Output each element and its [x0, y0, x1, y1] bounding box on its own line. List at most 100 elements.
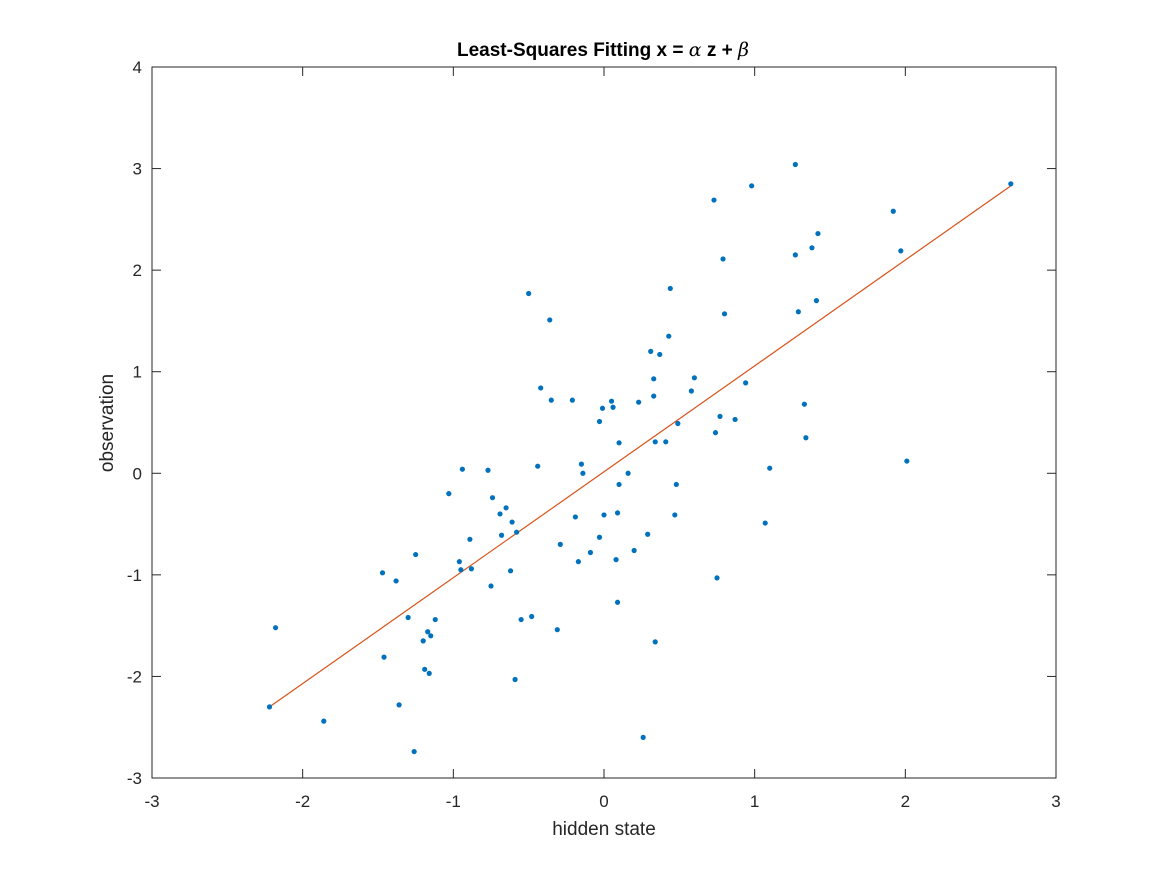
data-point — [575, 559, 581, 565]
data-point — [535, 463, 541, 469]
y-tick-label: 0 — [133, 464, 142, 483]
data-point — [813, 298, 820, 304]
data-point — [596, 534, 603, 540]
y-tick-label: 1 — [133, 363, 142, 382]
data-point — [458, 567, 464, 573]
data-point — [554, 627, 560, 633]
data-point — [509, 519, 515, 525]
data-point — [393, 578, 399, 584]
data-point — [379, 570, 386, 576]
data-point — [381, 654, 387, 660]
y-tick-label: -3 — [127, 769, 142, 788]
data-point — [712, 430, 719, 436]
data-point — [732, 416, 738, 423]
data-point — [569, 397, 575, 403]
data-point — [413, 551, 419, 558]
y-tick-label: 3 — [133, 160, 142, 179]
data-point — [795, 309, 801, 315]
data-point — [489, 495, 496, 501]
fit-line — [269, 185, 1012, 708]
data-point — [485, 467, 491, 473]
data-point — [640, 734, 646, 740]
axis-tick-labels: -3 -2 -1 0 1 2 3 -3 -2 -1 0 1 2 3 4 — [127, 58, 1061, 811]
data-point — [801, 401, 807, 407]
data-point — [657, 351, 663, 358]
data-point — [651, 376, 657, 382]
data-point — [266, 704, 273, 710]
data-point — [631, 547, 637, 554]
data-point — [688, 388, 694, 394]
data-point — [411, 748, 417, 755]
x-tick-label: 3 — [1051, 792, 1060, 811]
x-tick-label: 1 — [750, 792, 759, 811]
x-tick-label: -1 — [446, 792, 461, 811]
data-point — [890, 208, 896, 214]
data-point — [613, 557, 619, 563]
data-point — [762, 520, 768, 526]
data-point — [648, 348, 654, 354]
data-point — [547, 317, 553, 323]
chart-title: Least-Squares Fitting x = α z + β — [457, 39, 749, 61]
data-point — [596, 418, 603, 425]
data-point — [767, 465, 773, 471]
data-point — [426, 670, 432, 676]
y-tick-label: 4 — [133, 58, 142, 77]
x-tick-label: 2 — [901, 792, 910, 811]
data-point — [578, 461, 585, 467]
data-point — [512, 676, 518, 683]
data-point — [321, 718, 327, 724]
data-point — [468, 566, 475, 572]
fit-line-group — [269, 185, 1012, 708]
data-point — [488, 583, 494, 589]
data-point — [675, 420, 681, 427]
x-tick-label: 0 — [599, 792, 608, 811]
data-point — [714, 575, 720, 581]
data-point — [663, 439, 669, 445]
data-point — [514, 529, 520, 535]
data-point — [749, 183, 755, 189]
data-points — [266, 161, 1014, 755]
data-point — [904, 458, 910, 464]
data-point — [405, 614, 411, 621]
plot-frame — [151, 66, 1057, 779]
data-point — [792, 252, 798, 258]
data-point — [538, 385, 544, 391]
data-point — [717, 413, 723, 420]
data-point — [548, 397, 554, 403]
data-point — [467, 536, 473, 542]
data-point — [529, 613, 535, 620]
x-axis-label: hidden state — [552, 819, 656, 840]
data-point — [557, 541, 563, 547]
data-point — [691, 375, 698, 381]
data-point — [599, 405, 606, 411]
data-point — [614, 599, 621, 605]
data-point — [587, 549, 594, 556]
data-point — [720, 256, 726, 262]
data-point — [815, 230, 821, 237]
data-point — [422, 666, 428, 672]
data-point — [792, 161, 798, 168]
data-point — [673, 481, 679, 488]
data-point — [803, 435, 809, 441]
x-tick-label: -3 — [144, 792, 159, 811]
data-point — [614, 510, 621, 516]
data-point — [651, 393, 657, 399]
data-point — [580, 470, 586, 476]
y-tick-label: 2 — [133, 261, 142, 280]
data-point — [672, 512, 678, 518]
data-point — [625, 470, 631, 476]
data-point — [711, 197, 717, 203]
data-point — [396, 702, 402, 708]
data-point — [616, 440, 622, 446]
data-point — [610, 404, 616, 410]
data-point — [652, 639, 658, 645]
data-point — [1008, 181, 1014, 187]
data-point — [526, 290, 532, 297]
data-point — [507, 568, 514, 574]
data-point — [636, 399, 642, 405]
data-point — [503, 505, 509, 511]
data-point — [518, 616, 524, 623]
data-point — [446, 491, 452, 497]
data-point — [572, 514, 578, 520]
